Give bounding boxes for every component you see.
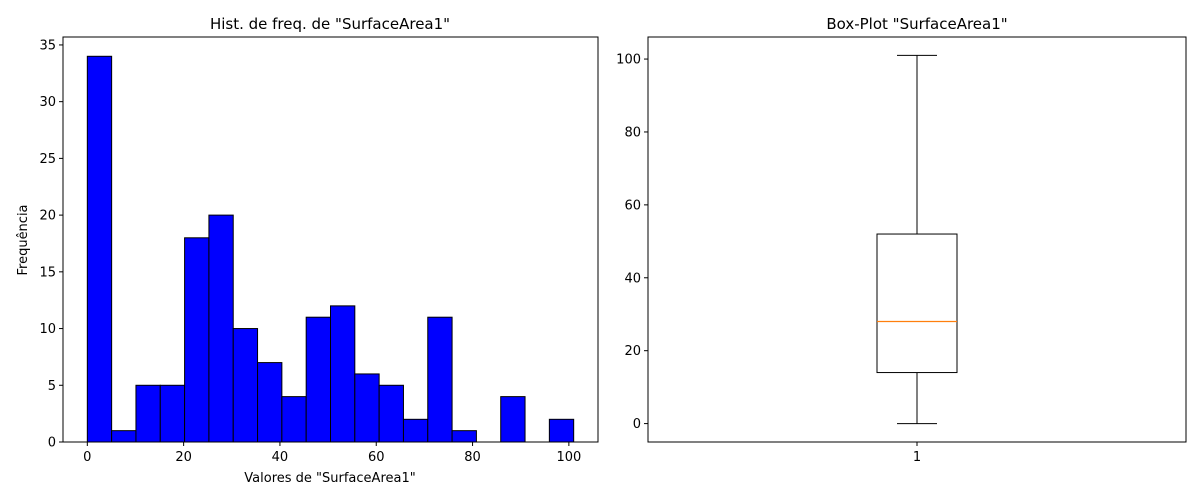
histogram-bar [354, 373, 380, 443]
boxplot-y-tick-label: 60 [624, 198, 641, 213]
histogram-bar [330, 305, 356, 443]
histogram-y-tick-label: 35 [39, 38, 56, 53]
histogram-x-tick-label: 80 [464, 450, 481, 465]
histogram-bar [305, 316, 331, 443]
histogram-y-tick-label: 25 [39, 152, 56, 167]
histogram-y-tick-label: 30 [39, 95, 56, 110]
histogram-bar [500, 396, 526, 443]
boxplot-y-tick-label: 80 [624, 125, 641, 140]
histogram-bar [184, 237, 210, 443]
histogram-y-tick-label: 0 [48, 436, 56, 451]
histogram-bar [208, 214, 234, 443]
histogram-bar [111, 430, 137, 443]
histogram-bar [257, 362, 283, 443]
histogram-bar [135, 384, 161, 443]
histogram-bar [232, 328, 259, 443]
histogram-bar [427, 316, 453, 443]
histogram-x-axis-label: Valores de "SurfaceArea1" [244, 471, 415, 486]
histogram-bar [281, 396, 307, 443]
boxplot-chart: Box-Plot "SurfaceArea1" 1 0 20 40 60 80 100 [616, 15, 1187, 465]
boxplot-x-tick-label: 1 [913, 450, 921, 465]
histogram-bar [86, 55, 113, 443]
histogram-y-tick-label: 20 [39, 209, 56, 224]
boxplot-y-tick-label: 20 [624, 344, 641, 359]
histogram-y-axis-label: Frequência [16, 204, 31, 275]
histogram-chart: Hist. de freq. de "SurfaceArea1" 0 20 40 60… [16, 15, 599, 486]
histogram-y-tick-label: 15 [39, 265, 56, 280]
histogram-bar [159, 384, 186, 443]
histogram-bar [548, 418, 575, 443]
histogram-x-tick-label: 0 [83, 450, 91, 465]
histogram-x-tick-label: 100 [556, 450, 581, 465]
histogram-y-ticks: 0 5 10 15 20 25 30 35 [39, 38, 63, 451]
boxplot-y-tick-label: 0 [633, 417, 641, 432]
histogram-bar [451, 430, 477, 443]
boxplot-y-tick-label: 100 [616, 53, 641, 68]
histogram-bar [378, 384, 404, 443]
boxplot-y-tick-label: 40 [624, 271, 641, 286]
boxplot-y-ticks: 0 20 40 60 80 100 [616, 53, 648, 432]
boxplot-x-ticks: 1 [913, 442, 921, 465]
histogram-x-ticks: 0 20 40 60 80 100 [83, 442, 581, 465]
histogram-y-tick-label: 10 [39, 322, 56, 337]
boxplot-box [876, 233, 958, 374]
histogram-title: Hist. de freq. de "SurfaceArea1" [210, 15, 450, 33]
histogram-x-tick-label: 60 [368, 450, 385, 465]
boxplot-marks [876, 54, 958, 425]
histogram-y-tick-label: 5 [48, 379, 56, 394]
histogram-x-tick-label: 40 [272, 450, 289, 465]
histogram-x-tick-label: 20 [175, 450, 192, 465]
histogram-plot-frame [62, 36, 599, 443]
histogram-bar [402, 418, 429, 443]
histogram-bars [86, 55, 575, 443]
boxplot-title: Box-Plot "SurfaceArea1" [826, 15, 1007, 33]
